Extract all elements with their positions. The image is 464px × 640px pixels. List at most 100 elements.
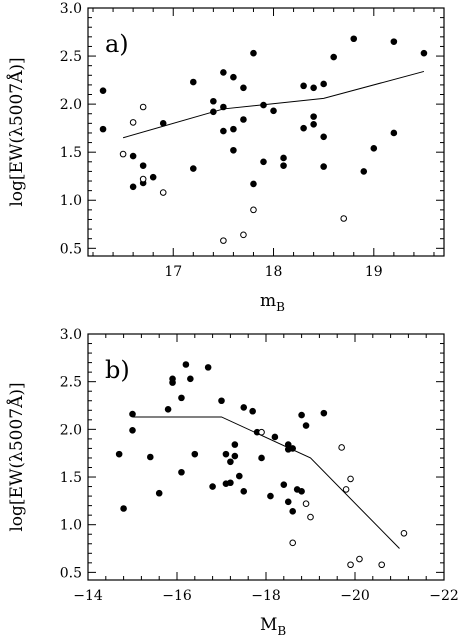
filled-point-a — [310, 113, 317, 120]
x-tick-label-a: 18 — [265, 264, 283, 280]
ticks-a — [88, 8, 444, 256]
tick-labels-b: −14 −16 −18 −20 −22 0.5 1.0 1.5 2.0 2.5 3.0 — [60, 327, 459, 604]
open-point-b — [347, 475, 354, 483]
open-point-a — [220, 237, 227, 244]
open-point-b — [307, 513, 314, 521]
filled-point-b — [298, 488, 305, 495]
open-point-a — [139, 103, 147, 111]
filled-point-a — [99, 125, 107, 133]
open-point-a — [139, 175, 147, 183]
y-axis-label-b: log[EW(λ5007Å)] — [6, 382, 27, 531]
x-tick-label-a: 17 — [164, 264, 182, 280]
filled-point-b — [280, 481, 288, 488]
filled-point-b — [129, 427, 136, 434]
filled-point-b — [164, 406, 172, 413]
x-tick-label-b: −22 — [429, 588, 459, 604]
filled-point-b — [191, 450, 199, 458]
filled-point-a — [300, 82, 307, 90]
panel-a: 17 18 19 0.5 1.0 1.5 2.0 2.5 3.0 a) mB log[EW(λ5… — [6, 1, 445, 314]
panel-b: −14 −16 −18 −20 −220.51.01.52.02.53.0 b) MB … — [6, 327, 459, 638]
filled-point-a — [310, 121, 317, 128]
filled-point-b — [258, 454, 265, 462]
filled-point-a — [260, 101, 267, 109]
filled-point-a — [420, 49, 428, 57]
open-point-b — [258, 428, 265, 436]
plot-frame-a — [87, 7, 445, 257]
filled-point-a — [210, 97, 217, 105]
panel-label-a: a) — [105, 30, 129, 58]
open-point-b — [347, 561, 354, 569]
panel-label-b: b) — [105, 356, 130, 384]
open-point-a — [250, 206, 257, 214]
filled-point-a — [300, 124, 307, 132]
filled-point-a — [189, 165, 197, 172]
x-axis-label-main-b: M — [260, 615, 277, 635]
filled-point-b — [129, 410, 136, 418]
x-tick-label-a: 19 — [365, 264, 383, 280]
filled-point-b — [271, 433, 279, 441]
filled-point-b — [302, 422, 310, 429]
filled-point-a — [390, 129, 398, 137]
filled-point-b — [222, 450, 230, 458]
filled-point-b — [120, 505, 127, 512]
filled-point-a — [310, 84, 317, 92]
filled-point-a — [220, 69, 227, 76]
data-points-b — [115, 361, 408, 569]
filled-point-a — [320, 163, 327, 170]
open-point-a — [159, 189, 167, 196]
filled-point-a — [220, 103, 227, 111]
data-points-a — [99, 35, 428, 244]
filled-point-b — [169, 379, 176, 386]
filled-point-b — [115, 450, 123, 458]
x-axis-label-sub-b: B — [277, 624, 286, 638]
trend-line-b — [132, 416, 400, 549]
filled-point-a — [230, 146, 237, 154]
y-tick-label-b: 3.0 — [60, 327, 82, 343]
filled-point-b — [289, 445, 297, 452]
y-tick-label-a: 1.0 — [60, 193, 82, 209]
open-point-b — [289, 539, 297, 547]
filled-point-a — [280, 162, 287, 169]
x-axis-label-sub-a: B — [276, 300, 285, 314]
filled-point-a — [230, 125, 237, 133]
filled-point-a — [270, 107, 277, 115]
x-tick-label-b: −20 — [340, 588, 370, 604]
open-point-a — [340, 215, 348, 222]
x-axis-label-main-a: m — [260, 291, 276, 311]
filled-point-b — [204, 364, 212, 371]
filled-point-a — [350, 35, 358, 43]
filled-point-b — [178, 468, 185, 476]
y-tick-label-b: 1.0 — [60, 518, 82, 534]
filled-point-b — [240, 488, 248, 495]
filled-point-a — [370, 145, 378, 152]
filled-point-b — [298, 411, 305, 419]
filled-point-a — [240, 84, 247, 92]
filled-point-b — [289, 508, 297, 515]
filled-point-b — [240, 404, 248, 411]
x-axis-label-b: MB — [260, 615, 286, 638]
filled-point-a — [260, 158, 267, 166]
filled-point-a — [149, 173, 157, 181]
open-point-b — [356, 555, 363, 563]
open-point-b — [302, 500, 310, 508]
y-tick-label-b: 0.5 — [60, 565, 82, 581]
filled-point-b — [227, 479, 234, 487]
open-point-b — [378, 561, 386, 569]
y-tick-label-b: 2.5 — [60, 375, 82, 391]
y-tick-label-a: 2.0 — [60, 97, 82, 113]
filled-point-a — [220, 127, 227, 135]
filled-point-a — [240, 116, 247, 123]
filled-point-b — [249, 407, 256, 415]
x-axis-label-a: mB — [260, 291, 285, 314]
filled-point-b — [178, 394, 185, 402]
y-tick-label-a: 3.0 — [60, 1, 82, 17]
x-tick-label-b: −16 — [162, 588, 192, 604]
open-point-b — [342, 486, 350, 493]
filled-point-b — [236, 472, 243, 480]
filled-point-a — [320, 80, 327, 88]
filled-point-b — [187, 375, 194, 383]
filled-point-b — [147, 453, 154, 461]
filled-point-a — [159, 120, 167, 127]
filled-point-a — [320, 133, 327, 141]
